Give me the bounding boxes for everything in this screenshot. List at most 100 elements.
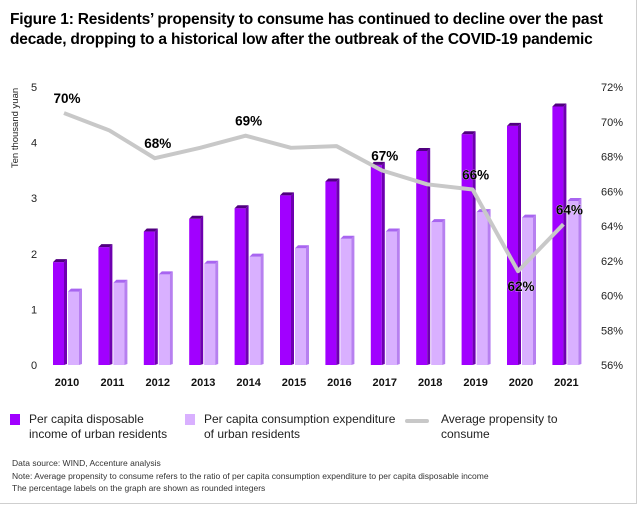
- y-tick-label: 3: [31, 193, 37, 205]
- bar-side-face: [381, 161, 385, 365]
- x-tick-label: 2018: [418, 377, 442, 389]
- bar-top-face: [113, 279, 128, 283]
- bar-top-face: [370, 161, 385, 165]
- bar-side-face: [336, 178, 340, 365]
- bar-consumption-expenditure: [567, 200, 579, 365]
- data-label: 67%: [371, 148, 398, 163]
- notes: Data source: WIND, Accenture analysis No…: [12, 457, 489, 495]
- bar-consumption-expenditure: [68, 291, 79, 365]
- bar-side-face: [442, 219, 446, 365]
- chart: 0 1 2 3 4 5 Ten thousand yuan 56% 58% 60% 62% 64% 66…: [10, 82, 623, 389]
- bar-consumption-expenditure: [295, 248, 306, 365]
- x-tick-label: 2015: [282, 377, 306, 389]
- bar-top-face: [385, 228, 400, 232]
- x-tick-label: 2020: [509, 377, 533, 389]
- bar-side-face: [109, 244, 113, 365]
- x-tick-label: 2014: [236, 377, 261, 389]
- y2-tick-label: 58%: [601, 325, 623, 337]
- bar-top-face: [143, 228, 158, 232]
- bar-disposable-income: [234, 208, 246, 365]
- bar-top-face: [522, 214, 536, 218]
- bar-consumption-expenditure: [158, 274, 170, 365]
- bar-side-face: [472, 131, 476, 365]
- x-tick-label: 2016: [327, 377, 351, 389]
- y2-tick-label: 66%: [601, 186, 623, 198]
- bar-side-face: [245, 205, 249, 365]
- bar-top-face: [567, 197, 582, 201]
- bar-consumption-expenditure: [476, 212, 488, 365]
- rounding-note: The percentage labels on the graph are s…: [12, 483, 266, 493]
- y2-tick-label: 70%: [601, 117, 623, 129]
- bar-disposable-income: [98, 247, 110, 365]
- legend-item-disposable-income: Per capita disposable income of urban res…: [10, 412, 167, 442]
- data-label: 66%: [462, 168, 489, 183]
- bar-side-face: [154, 228, 158, 365]
- bar-top-face: [53, 259, 67, 263]
- bar-top-face: [98, 244, 113, 248]
- bar-side-face: [200, 215, 204, 365]
- bar-top-face: [189, 215, 204, 219]
- y-tick-label: 0: [31, 360, 37, 372]
- bar-consumption-expenditure: [385, 231, 397, 365]
- bar-side-face: [306, 245, 309, 365]
- y2-tick-label: 68%: [601, 152, 623, 164]
- x-tick-label: 2012: [146, 377, 170, 389]
- y-tick-label: 1: [31, 304, 37, 316]
- bar-disposable-income: [325, 181, 337, 365]
- legend-label: consume: [441, 427, 490, 441]
- bar-consumption-expenditure: [204, 263, 216, 365]
- y2-tick-label: 62%: [601, 256, 623, 268]
- bar-top-face: [507, 122, 521, 126]
- propensity-line: [63, 111, 565, 274]
- bar-side-face: [578, 197, 582, 365]
- y2-tick-label: 64%: [601, 221, 623, 233]
- bar-disposable-income: [53, 262, 64, 365]
- legend-swatch-line: [405, 419, 429, 423]
- bar-disposable-income: [416, 150, 428, 365]
- bar-disposable-income: [461, 134, 473, 365]
- bar-side-face: [396, 228, 400, 365]
- bar-top-face: [461, 131, 476, 135]
- legend-swatch-light-purple: [185, 414, 195, 425]
- legend-label: Per capita consumption expenditure: [204, 412, 396, 426]
- bar-consumption-expenditure: [113, 282, 125, 365]
- x-tick-label: 2021: [554, 377, 578, 389]
- bar-top-face: [295, 245, 309, 249]
- bar-side-face: [215, 260, 219, 365]
- legend-item-consumption-expenditure: Per capita consumption expenditure of urb…: [185, 412, 395, 442]
- bar-top-face: [234, 205, 249, 209]
- bar-consumption-expenditure: [431, 222, 443, 365]
- bar-top-face: [325, 178, 340, 182]
- x-tick-label: 2013: [191, 377, 215, 389]
- data-source-note: Data source: WIND, Accenture analysis: [12, 458, 161, 468]
- bar-side-face: [169, 271, 173, 365]
- bar-top-face: [340, 235, 355, 239]
- legend-label: Per capita disposable: [29, 412, 144, 426]
- bar-consumption-expenditure: [522, 217, 533, 365]
- y-tick-label: 4: [31, 138, 37, 150]
- data-label: 62%: [507, 279, 534, 294]
- bar-side-face: [124, 279, 128, 365]
- legend-swatch-dark-purple: [10, 414, 20, 425]
- legend-label: income of urban residents: [29, 427, 168, 441]
- bar-consumption-expenditure: [340, 238, 352, 365]
- bar-disposable-income: [370, 164, 382, 365]
- bar-top-face: [68, 288, 82, 292]
- data-label: 64%: [556, 202, 583, 217]
- legend-label: Average propensity to: [441, 412, 558, 426]
- legend-label: of urban residents: [204, 427, 301, 441]
- x-tick-label: 2019: [463, 377, 487, 389]
- bar-side-face: [260, 253, 264, 365]
- x-tick-label: 2017: [373, 377, 397, 389]
- legend-item-propensity: Average propensity to consume: [405, 412, 558, 442]
- bar-side-face: [64, 259, 67, 365]
- x-tick-label: 2011: [100, 377, 124, 389]
- y2-tick-label: 60%: [601, 291, 623, 303]
- chart-title: Figure 1: Residents’ propensity to consu…: [10, 11, 603, 48]
- bar-disposable-income: [552, 106, 564, 366]
- bar-side-face: [563, 103, 567, 366]
- bar-disposable-income: [189, 218, 201, 365]
- bar-top-face: [552, 103, 567, 107]
- y-axis-label: Ten thousand yuan: [10, 88, 21, 168]
